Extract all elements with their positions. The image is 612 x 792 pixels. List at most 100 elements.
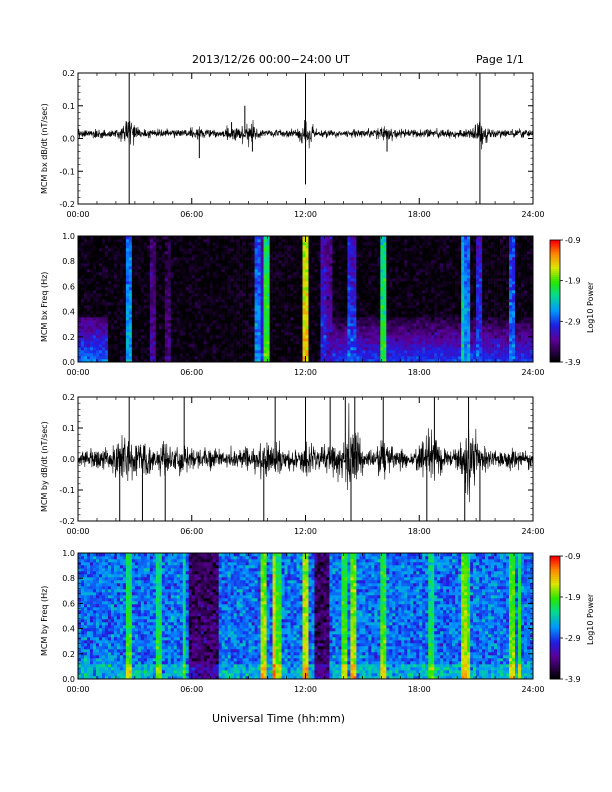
heatmap-cell xyxy=(302,248,306,252)
heatmap-cell xyxy=(218,317,222,321)
heatmap-cell xyxy=(365,290,369,294)
heatmap-cell xyxy=(101,302,106,306)
heatmap-cell xyxy=(329,245,333,249)
heatmap-cell xyxy=(188,296,193,300)
heatmap-cell xyxy=(332,329,336,333)
heatmap-cell xyxy=(119,284,124,288)
heatmap-cell xyxy=(176,263,181,267)
heatmap-cell xyxy=(323,239,327,243)
heatmap-cell xyxy=(320,326,324,330)
heatmap-cell xyxy=(392,353,396,357)
heatmap-cell xyxy=(149,320,154,324)
heatmap-cell xyxy=(347,359,351,363)
heatmap-cell xyxy=(92,236,97,240)
heatmap-cell xyxy=(176,353,181,357)
heatmap-cell xyxy=(257,239,261,243)
heatmap-cell xyxy=(170,248,175,252)
heatmap-cell xyxy=(332,242,336,246)
heatmap-cell xyxy=(185,302,190,306)
heatmap-cell xyxy=(293,302,297,306)
heatmap-cell xyxy=(326,266,330,270)
heatmap-cell xyxy=(203,296,208,300)
heatmap-cell xyxy=(290,305,294,309)
heatmap-cell xyxy=(158,305,163,309)
heatmap-cell xyxy=(173,290,178,294)
heatmap-cell xyxy=(140,287,145,291)
heatmap-cell xyxy=(365,299,369,303)
heatmap-cell xyxy=(194,266,199,270)
heatmap-cell xyxy=(218,311,222,315)
heatmap-cell xyxy=(377,236,381,240)
heatmap-cell xyxy=(272,263,276,267)
heatmap-cell xyxy=(353,239,357,243)
heatmap-cell xyxy=(296,275,300,279)
heatmap-cell xyxy=(362,308,366,312)
heatmap-cell xyxy=(149,281,154,285)
heatmap-cell xyxy=(236,251,240,255)
heatmap-cell xyxy=(389,287,393,291)
heatmap-cell xyxy=(179,293,184,297)
heatmap-cell xyxy=(407,341,411,345)
heatmap-cell xyxy=(341,257,345,261)
heatmap-cell xyxy=(125,290,130,294)
heatmap-cell xyxy=(374,317,378,321)
heatmap-cell xyxy=(206,359,211,363)
heatmap-cell xyxy=(380,287,384,291)
heatmap-cell xyxy=(158,272,163,276)
heatmap-cell xyxy=(296,311,300,315)
heatmap-cell xyxy=(392,239,396,243)
heatmap-cell xyxy=(287,323,291,327)
heatmap-cell xyxy=(209,251,213,255)
heatmap-cell xyxy=(164,239,169,243)
heatmap-cell xyxy=(83,266,88,270)
heatmap-cell xyxy=(176,359,181,363)
heatmap-cell xyxy=(344,299,348,303)
y-tick-label: 0.0 xyxy=(62,135,75,144)
heatmap-cell xyxy=(239,344,243,348)
heatmap-cell xyxy=(173,245,178,249)
heatmap-cell xyxy=(395,356,399,360)
heatmap-cell xyxy=(290,341,294,345)
heatmap-cell xyxy=(116,284,121,288)
heatmap-cell xyxy=(143,341,148,345)
heatmap-cell xyxy=(176,305,181,309)
heatmap-cell xyxy=(332,317,336,321)
heatmap-cell xyxy=(323,272,327,276)
heatmap-cell xyxy=(311,254,315,258)
heatmap-cell xyxy=(122,278,127,282)
heatmap-cell xyxy=(221,329,225,333)
heatmap-cell xyxy=(323,260,327,264)
heatmap-cell xyxy=(290,350,294,354)
heatmap-cell xyxy=(332,290,336,294)
heatmap-cell xyxy=(206,263,211,267)
heatmap-cell xyxy=(248,287,252,291)
heatmap-cell xyxy=(164,251,169,255)
heatmap-cell xyxy=(392,236,396,240)
heatmap-cell xyxy=(104,290,109,294)
heatmap-cell xyxy=(137,347,142,351)
heatmap-cell xyxy=(380,260,384,264)
heatmap-cell xyxy=(422,281,426,285)
heatmap-cell xyxy=(296,317,300,321)
heatmap-cell xyxy=(422,320,426,324)
heatmap-cell xyxy=(257,272,261,276)
heatmap-cell xyxy=(278,359,282,363)
heatmap-cell xyxy=(368,305,372,309)
heatmap-cell xyxy=(227,335,231,339)
heatmap-cell xyxy=(341,326,345,330)
heatmap-cell xyxy=(245,305,249,309)
heatmap-cell xyxy=(155,353,160,357)
heatmap-cell xyxy=(350,353,354,357)
heatmap-cell xyxy=(359,308,363,312)
heatmap-cell xyxy=(80,329,85,333)
heatmap-cell xyxy=(218,263,222,267)
heatmap-cell xyxy=(104,272,109,276)
heatmap-cell xyxy=(338,266,342,270)
heatmap-cell xyxy=(140,254,145,258)
heatmap-cell xyxy=(302,299,306,303)
heatmap-cell xyxy=(362,314,366,318)
heatmap-cell xyxy=(167,257,172,261)
heatmap-cell xyxy=(359,314,363,318)
heatmap-cell xyxy=(233,308,237,312)
heatmap-cell xyxy=(104,338,109,342)
